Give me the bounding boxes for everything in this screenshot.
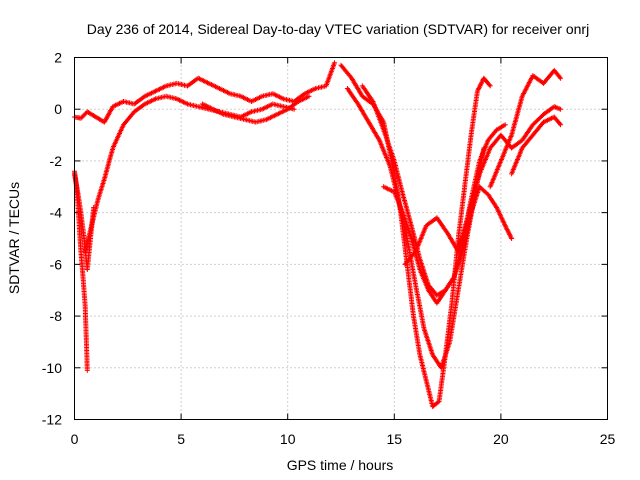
series-sat-i (381, 184, 515, 306)
y-axis-label: SDTVAR / TECUs (6, 182, 22, 294)
y-tick-label: -6 (50, 256, 63, 272)
axis-ticks (74, 57, 608, 420)
x-tick-label: 10 (280, 431, 296, 447)
series-markers (381, 184, 515, 306)
x-tick-label: 15 (387, 431, 403, 447)
series-sat-k (487, 67, 564, 190)
series-markers (199, 93, 312, 125)
x-tick-labels: 0 5 10 15 20 25 (71, 431, 616, 447)
x-tick-label: 25 (600, 431, 616, 447)
chart-title: Day 236 of 2014, Sidereal Day-to-day VTE… (87, 21, 589, 37)
y-tick-labels: -12 -10 -8 -6 -4 -2 0 2 (42, 50, 62, 428)
plot-frame (74, 57, 608, 420)
x-tick-label: 20 (493, 431, 509, 447)
series-sat-j (402, 104, 564, 267)
series-markers (402, 104, 564, 267)
y-tick-label: -4 (50, 205, 63, 221)
y-tick-label: 0 (54, 101, 62, 117)
series-sat-e (199, 93, 312, 125)
y-tick-label: -2 (50, 153, 63, 169)
series-markers (509, 114, 564, 177)
y-tick-label: -10 (42, 360, 62, 376)
x-tick-label: 5 (177, 431, 185, 447)
y-tick-label: -8 (50, 308, 63, 324)
x-axis-label: GPS time / hours (287, 457, 394, 473)
series-sat-a (72, 60, 338, 125)
series-markers (72, 60, 338, 125)
y-tick-label: 2 (54, 50, 62, 66)
y-tick-label: -12 (42, 412, 62, 428)
series-sat-l (509, 114, 564, 177)
series-markers (487, 67, 564, 190)
x-tick-label: 0 (71, 431, 79, 447)
grid-lines (74, 57, 608, 420)
data-series (72, 60, 564, 410)
